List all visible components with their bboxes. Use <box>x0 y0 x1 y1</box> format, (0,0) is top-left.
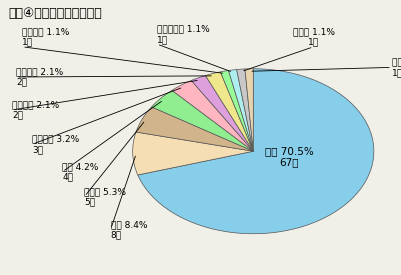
Wedge shape <box>151 90 253 151</box>
Wedge shape <box>244 69 253 151</box>
Text: 図表④　受賞者の国別比較: 図表④ 受賞者の国別比較 <box>8 7 101 20</box>
Text: 日本 8.4%
8人: 日本 8.4% 8人 <box>110 220 147 239</box>
Text: ベルギー 2.1%
2人: ベルギー 2.1% 2人 <box>16 67 63 87</box>
Text: フランス 3.2%
3人: フランス 3.2% 3人 <box>32 135 79 154</box>
Wedge shape <box>220 70 253 151</box>
Text: オランダ 1.1%
1人: オランダ 1.1% 1人 <box>22 27 69 47</box>
Text: スイス 5.3%
5人: スイス 5.3% 5人 <box>84 187 126 206</box>
Wedge shape <box>138 69 373 234</box>
Text: イスラエル 1.1%
1人: イスラエル 1.1% 1人 <box>156 24 209 44</box>
Text: ロシア 1.1%
1人: ロシア 1.1% 1人 <box>391 58 401 77</box>
Text: 米国 70.5%
67人: 米国 70.5% 67人 <box>264 146 313 167</box>
Wedge shape <box>205 72 253 151</box>
Wedge shape <box>172 81 253 151</box>
Wedge shape <box>236 69 253 151</box>
Wedge shape <box>136 107 253 151</box>
Wedge shape <box>132 132 253 175</box>
Text: ドイツ 1.1%
1人: ドイツ 1.1% 1人 <box>292 27 334 47</box>
Text: 英国 4.2%
4人: 英国 4.2% 4人 <box>62 162 98 182</box>
Text: イタリア 2.1%
2人: イタリア 2.1% 2人 <box>12 100 59 120</box>
Wedge shape <box>191 76 253 151</box>
Wedge shape <box>228 70 253 151</box>
